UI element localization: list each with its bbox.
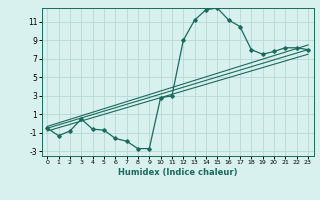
X-axis label: Humidex (Indice chaleur): Humidex (Indice chaleur) [118, 168, 237, 177]
